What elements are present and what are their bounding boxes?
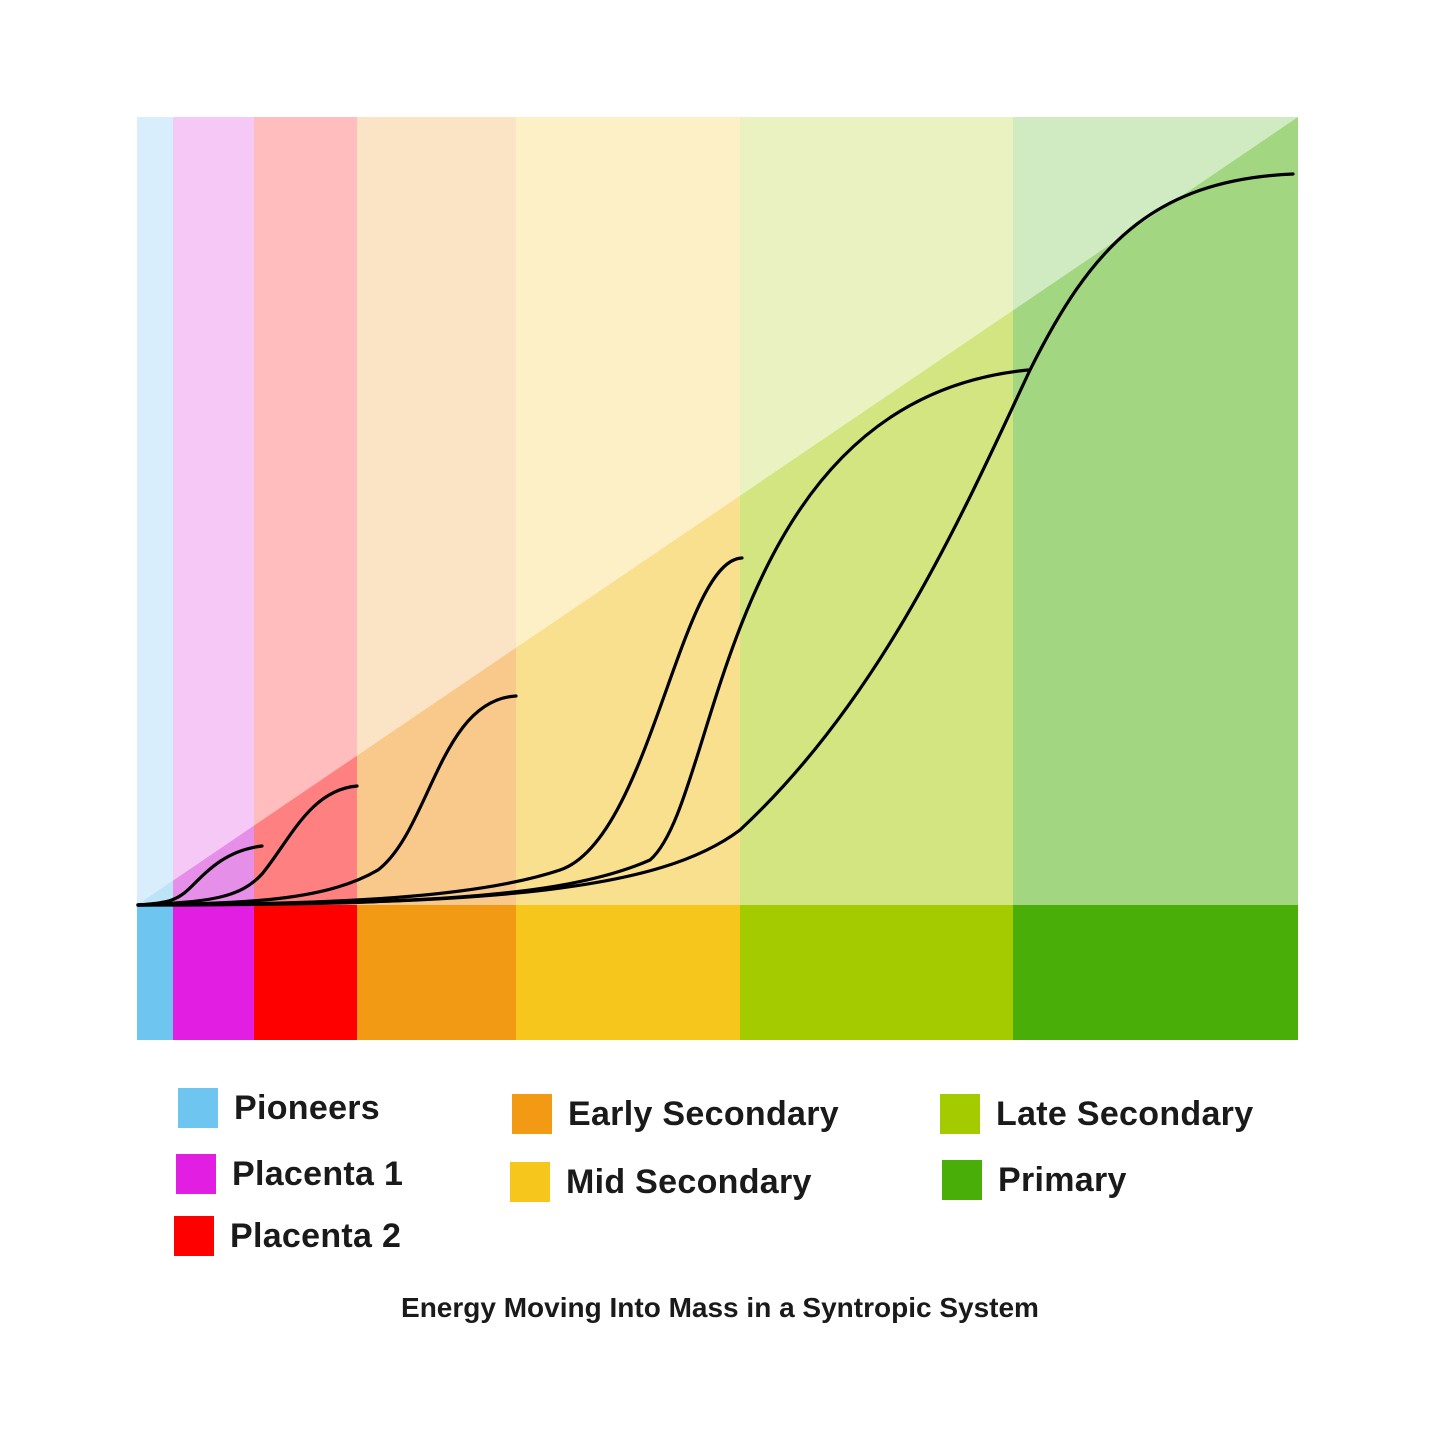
stage-bars xyxy=(137,905,1298,1040)
growth-curve-placenta-2 xyxy=(136,784,359,907)
growth-curve-primary xyxy=(136,172,1295,907)
bar-mid-secondary xyxy=(516,905,740,1040)
growth-curve-early-secondary xyxy=(136,694,518,907)
legend-item-placenta-1: Placenta 1 xyxy=(176,1152,403,1196)
bar-primary xyxy=(1013,905,1298,1040)
growth-curves xyxy=(136,172,1295,907)
legend-swatch-pioneers xyxy=(178,1088,218,1128)
legend-swatch-early-secondary xyxy=(512,1094,552,1134)
legend-item-mid-secondary: Mid Secondary xyxy=(510,1160,812,1204)
legend-swatch-placenta-1 xyxy=(176,1154,216,1194)
band-light-placenta-1 xyxy=(173,117,254,905)
legend-item-pioneers: Pioneers xyxy=(178,1086,380,1130)
diagram-caption: Energy Moving Into Mass in a Syntropic S… xyxy=(401,1292,1039,1323)
legend-label: Late Secondary xyxy=(996,1094,1254,1133)
legend-label: Primary xyxy=(998,1160,1127,1199)
bar-late-secondary xyxy=(740,905,1013,1040)
legend-label: Mid Secondary xyxy=(566,1162,812,1201)
legend-label: Early Secondary xyxy=(568,1094,839,1133)
succession-diagram xyxy=(136,117,1298,1040)
band-mid-mid-secondary xyxy=(516,495,740,905)
legend-swatch-late-secondary xyxy=(940,1094,980,1134)
bar-placenta-2 xyxy=(254,905,357,1040)
bar-placenta-1 xyxy=(173,905,254,1040)
legend-item-primary: Primary xyxy=(942,1158,1127,1202)
legend-item-placenta-2: Placenta 2 xyxy=(174,1214,401,1258)
band-mid-pioneers xyxy=(137,880,173,905)
legend-swatch-primary xyxy=(942,1160,982,1200)
band-mid-primary xyxy=(1013,117,1298,905)
legend-swatch-mid-secondary xyxy=(510,1162,550,1202)
legend-item-late-secondary: Late Secondary xyxy=(940,1092,1253,1136)
bar-pioneers xyxy=(137,905,173,1040)
legend-label: Pioneers xyxy=(234,1088,381,1127)
legend-label: Placenta 1 xyxy=(232,1154,404,1193)
band-light-pioneers xyxy=(137,117,173,905)
legend-item-early-secondary: Early Secondary xyxy=(512,1092,839,1136)
bar-early-secondary xyxy=(357,905,516,1040)
legend-swatch-placenta-2 xyxy=(174,1216,214,1256)
legend-label: Placenta 2 xyxy=(230,1216,402,1255)
